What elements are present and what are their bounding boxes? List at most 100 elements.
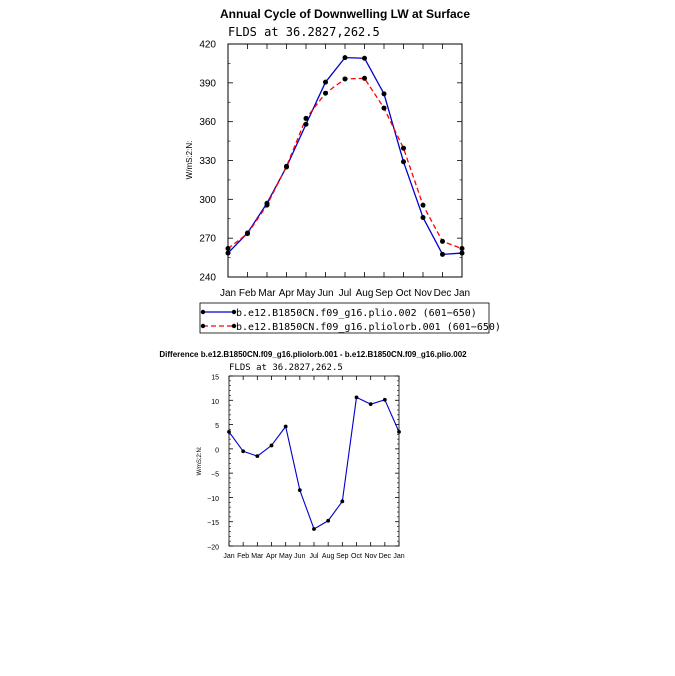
y-tick-label: 5 [215,423,219,430]
x-tick-label: Feb [237,553,249,560]
data-point-0 [354,395,359,400]
series-group [225,55,465,257]
data-point-0 [312,527,316,531]
y-tick-label: 330 [199,156,216,167]
data-point-1 [264,202,270,208]
data-point-0 [340,499,345,504]
x-tick-label: Nov [414,288,432,299]
data-point-0 [227,429,231,434]
chart-subtitle: FLDS at 36.2827,262.5 [228,25,380,39]
x-tick-label: Sep [375,288,393,299]
series-line-1 [227,77,463,250]
y-tick-label: 270 [199,234,216,245]
x-tick-label: Sep [336,553,349,560]
data-point-1 [420,202,426,208]
data-point-0 [459,250,465,256]
x-tick-label: Jun [317,288,333,299]
data-point-0 [323,79,328,85]
legend: b.e12.B1850CN.f09_g16.plio.002 (601−650)… [199,302,501,334]
data-point-0 [381,91,387,97]
data-point-0 [440,251,445,257]
x-tick-label: Apr [266,553,278,560]
data-point-0 [362,55,367,61]
chart-title: Difference b.e12.B1850CN.f09_g16.pliolor… [159,350,467,359]
y-axis-label: W/mS:2:N: [185,141,194,180]
legend-marker-plio [200,309,206,315]
x-tick-label: Jul [310,553,319,560]
plot-frame [228,375,400,547]
x-tick-label: Jun [294,553,305,560]
data-point-0 [283,424,288,429]
data-point-0 [342,55,348,61]
x-tick-label: Oct [396,288,412,299]
data-point-0 [303,121,309,127]
y-tick-label: 240 [199,273,216,284]
tick-marks [228,375,400,547]
data-point-1 [440,238,445,244]
data-point-0 [368,402,373,407]
x-tick-label: Feb [239,288,257,299]
x-tick-label: Jan [223,553,234,560]
x-tick-label: Aug [356,288,374,299]
x-tick-label: Jan [393,553,404,560]
data-point-1 [362,75,367,81]
series-line-0 [227,56,463,255]
y-tick-label: 420 [199,40,216,51]
data-point-1 [225,246,231,252]
chart-title: Annual Cycle of Downwelling LW at Surfac… [220,7,470,21]
y-axis-label: W/mS:2:N: [197,446,203,475]
x-tick-label: May [279,553,293,560]
data-point-0 [382,397,387,402]
data-point-0 [326,518,331,523]
x-tick-label: Dec [434,288,452,299]
y-tick-label: 15 [211,375,219,382]
y-tick-label: 0 [215,447,219,454]
x-tick-label: Dec [379,553,392,560]
tick-marks [227,43,463,278]
y-tick-label: −5 [211,472,219,479]
x-tick-label: Apr [279,288,295,299]
y-tick-label: −20 [207,545,219,552]
data-point-1 [323,90,328,96]
data-point-1 [284,163,289,169]
data-point-1 [303,115,309,121]
series-group [227,395,401,531]
data-point-1 [459,246,465,252]
data-point-1 [401,145,406,151]
x-tick-label: Aug [322,553,335,560]
y-tick-label: −15 [207,520,219,527]
x-tick-label: Jul [339,288,352,299]
legend-label-plio: b.e12.B1850CN.f09_g16.plio.002 (601−650) [236,308,477,319]
legend-marker-pliolorb [200,323,206,329]
data-point-1 [342,76,348,82]
x-tick-label: Jan [220,288,236,299]
difference-chart: Difference b.e12.B1850CN.f09_g16.pliolor… [159,350,467,560]
data-point-0 [269,443,274,448]
chart-subtitle: FLDS at 36.2827,262.5 [229,363,343,373]
y-tick-label: −10 [207,496,219,503]
data-point-0 [255,454,260,459]
data-point-0 [297,488,302,493]
legend-box [199,302,490,334]
x-tick-label: Jan [454,288,470,299]
x-tick-label: Mar [258,288,276,299]
data-point-0 [241,449,246,454]
data-point-1 [245,231,250,237]
data-point-0 [420,214,426,220]
legend-label-pliolorb: b.e12.B1850CN.f09_g16.pliolorb.001 (601−… [236,322,501,333]
y-tick-label: 360 [199,117,216,128]
data-point-0 [401,159,406,165]
data-point-0 [397,429,401,434]
data-point-1 [381,105,387,111]
annual-cycle-chart: Annual Cycle of Downwelling LW at Surfac… [185,7,501,334]
x-tick-label: Oct [351,553,362,560]
x-tick-label: Mar [251,553,264,560]
x-tick-label: May [297,288,316,299]
y-tick-label: 10 [211,399,219,406]
y-tick-label: 300 [199,195,216,206]
y-tick-label: 390 [199,78,216,89]
legend-marker-plio [231,309,237,315]
